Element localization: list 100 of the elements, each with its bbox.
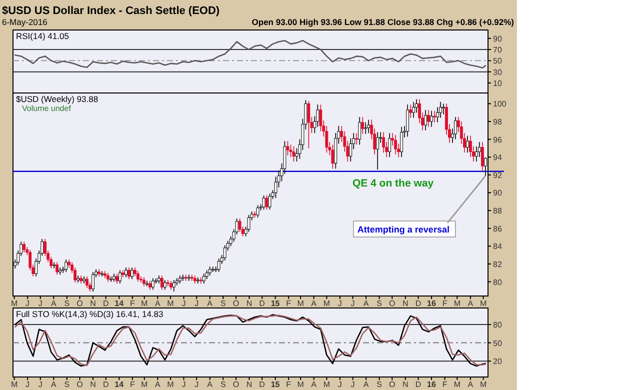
candlestick (199, 276, 202, 284)
candlestick (154, 278, 158, 284)
x-tick-label: F (130, 380, 135, 389)
x-tick-label: D (102, 299, 109, 308)
candlestick (367, 119, 370, 134)
text: Open 93.00 High 93.96 Low 91.88 Close 93.88 Chg +0.86 (+0.92%) (252, 17, 514, 27)
candlestick (136, 270, 140, 282)
candlestick (466, 135, 469, 154)
candlestick (289, 144, 292, 158)
x-tick-label: A (50, 299, 57, 308)
candlestick (56, 262, 59, 276)
candlestick (409, 104, 412, 118)
x-tick-label: J (350, 380, 355, 389)
x-tick-label: A (363, 380, 370, 389)
candlestick (268, 193, 272, 210)
y-tick-label: 20 (493, 357, 502, 366)
x-tick-label: J (38, 380, 42, 389)
x-tick-label: D (259, 299, 266, 308)
x-tick-label: F (442, 299, 448, 308)
candlestick (442, 103, 445, 115)
x-tick-label: N (402, 380, 409, 389)
x-tick-label: M (323, 380, 330, 389)
candlestick (247, 214, 250, 232)
x-tick-label: J (338, 380, 342, 389)
y-tick-label: 90 (493, 34, 502, 44)
y-tick-label: 92 (493, 170, 502, 180)
annotation: Volume undef (22, 104, 72, 113)
x-tick-label: O (76, 380, 83, 389)
x-tick-label: J (26, 380, 30, 389)
ref-line-label: QE 4 on the way (352, 177, 434, 190)
candlestick (52, 262, 56, 269)
x-tick-label: A (311, 299, 318, 308)
candlestick (480, 142, 484, 172)
x-tick-label: 14 (114, 380, 124, 389)
candlestick (469, 135, 472, 158)
x-tick-label: F (130, 299, 135, 308)
x-tick-label: O (232, 299, 240, 308)
candlestick (427, 110, 430, 128)
y-tick-label: 96 (493, 135, 502, 144)
y-tick-label: 50 (493, 56, 502, 66)
x-tick-label: D (102, 380, 109, 389)
candlestick (430, 110, 433, 128)
candlestick (187, 274, 190, 282)
y-tick-label: 80 (493, 320, 502, 330)
chart-title: $USD US Dollar Index - Cash Settle (EOD) (2, 5, 220, 17)
candlestick (412, 102, 415, 118)
candlestick (100, 270, 104, 277)
y-tick-label: 100 (493, 100, 507, 109)
candlestick (364, 122, 368, 134)
candlestick (376, 132, 380, 170)
x-tick-label: A (207, 299, 214, 308)
candlestick (394, 134, 398, 155)
candlestick (130, 267, 134, 280)
x-tick-label: D (415, 299, 422, 308)
candlestick (118, 270, 122, 284)
candlestick (292, 146, 296, 162)
candlestick (163, 280, 166, 290)
x-tick-label: A (154, 299, 161, 308)
x-tick-label: N (246, 380, 252, 389)
x-tick-label: S (220, 299, 226, 308)
y-tick-label: 10 (493, 78, 502, 88)
x-tick-label: M (480, 299, 487, 308)
candlestick (424, 110, 427, 131)
x-tick-label: S (64, 299, 70, 308)
candlestick (64, 259, 68, 272)
x-tick-label: M (141, 299, 148, 308)
candlestick (307, 100, 310, 149)
candlestick (202, 273, 206, 284)
candlestick (238, 218, 242, 232)
x-tick-label: D (259, 380, 266, 389)
x-tick-label: J (182, 380, 186, 389)
x-tick-label: 16 (427, 299, 437, 308)
candlestick (433, 110, 436, 123)
candlestick (184, 274, 188, 282)
y-axis-title: RSI(14) 41.05 (16, 31, 70, 41)
x-tick-label: M (297, 380, 304, 389)
x-tick-label: O (232, 380, 240, 389)
candlestick (223, 244, 226, 261)
candlestick (265, 194, 268, 210)
x-tick-label: A (207, 380, 214, 389)
x-tick-label: M (454, 380, 461, 389)
candlestick (262, 194, 266, 210)
x-tick-label: O (76, 299, 83, 308)
line-series (14, 40, 486, 69)
candlestick (382, 132, 386, 154)
x-tick-label: O (389, 299, 396, 308)
candlestick (166, 280, 170, 287)
x-tick-label: F (442, 380, 448, 389)
x-tick-label: A (468, 380, 474, 389)
y-tick-label: 86 (493, 224, 502, 234)
y-tick-label: 90 (493, 188, 502, 198)
x-tick-label: J (194, 380, 199, 389)
x-tick-label: A (311, 380, 318, 389)
candlestick (406, 104, 409, 138)
x-tick-label: J (38, 299, 42, 308)
x-tick-label: 15 (270, 380, 280, 389)
y-tick-label: 30 (493, 68, 502, 77)
x-tick-label: A (468, 299, 474, 308)
x-tick-label: J (182, 299, 186, 308)
candlestick (286, 140, 290, 156)
